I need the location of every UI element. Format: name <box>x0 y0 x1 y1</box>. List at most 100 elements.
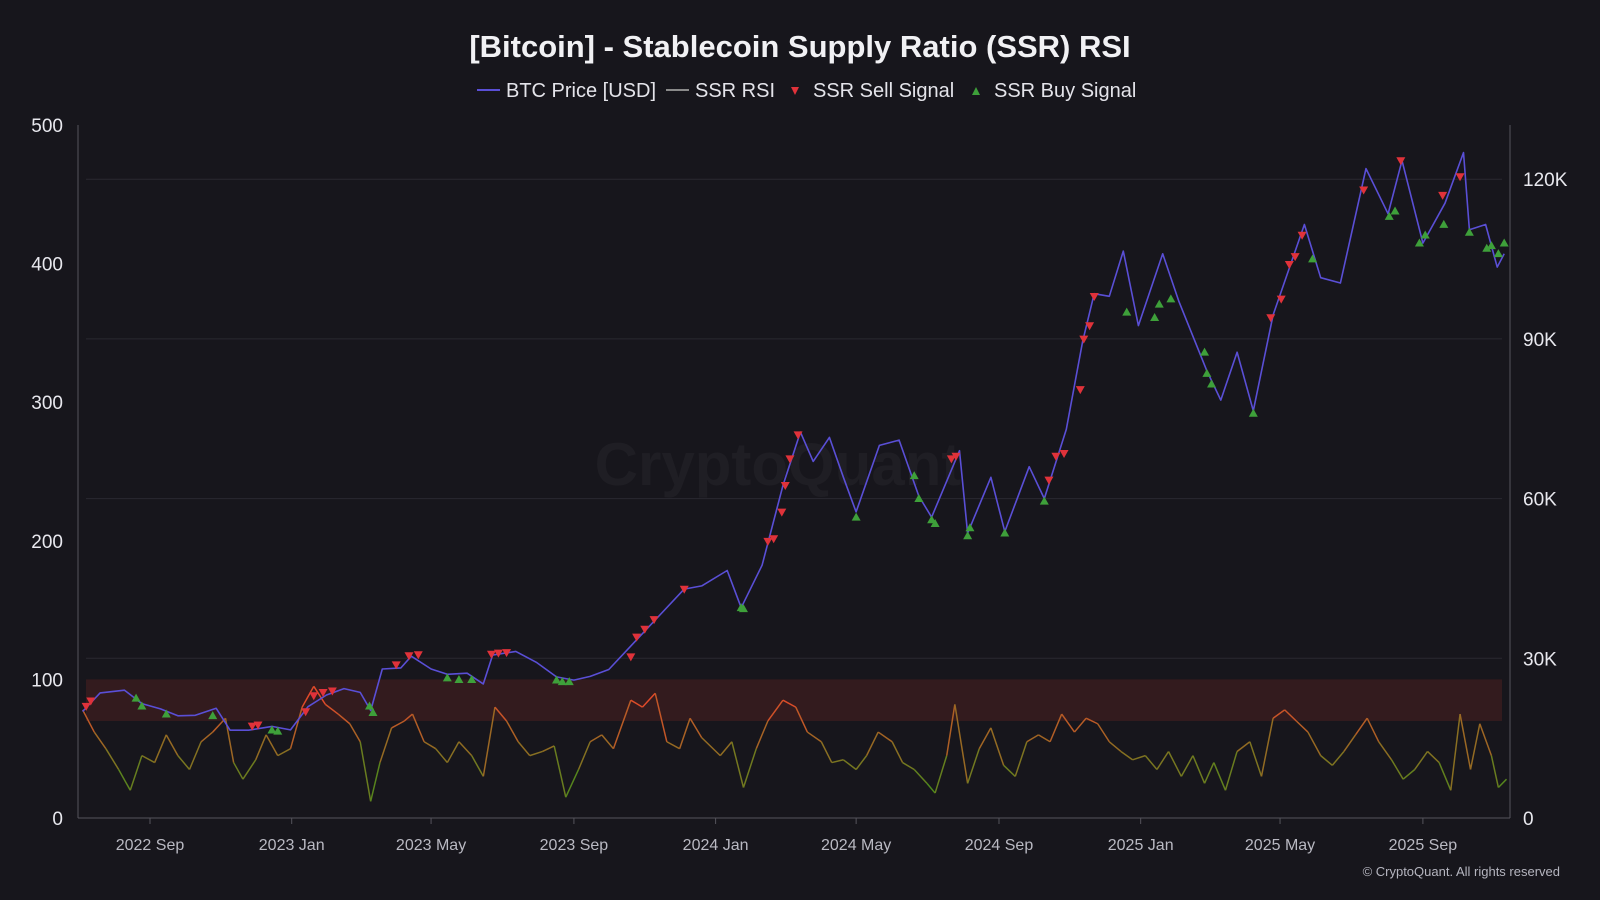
legend-item-btc-price[interactable]: BTC Price [USD] <box>477 80 656 102</box>
sell-signal-marker <box>247 722 257 731</box>
right-tick-label: 0 <box>1523 809 1534 830</box>
rsi-segment <box>966 748 980 784</box>
rsi-segment <box>630 699 643 708</box>
left-tick-label: 200 <box>31 532 63 553</box>
buy-signal-marker <box>368 707 378 716</box>
buy-signal-marker <box>1166 294 1176 303</box>
watermark: CryptoQuant <box>595 431 962 498</box>
buy-signal-marker <box>851 512 861 521</box>
rsi-segment <box>820 741 833 763</box>
x-tick-label: 2022 Sep <box>116 837 185 854</box>
buy-signal-marker <box>1486 241 1496 250</box>
buy-signal-marker <box>1493 249 1503 258</box>
rsi-segment <box>81 709 95 733</box>
buy-signal-marker <box>365 701 375 710</box>
rsi-segment <box>482 706 496 777</box>
buy-signal-marker <box>1420 230 1430 239</box>
rsi-segment <box>313 685 327 705</box>
sell-signal-series <box>81 157 1465 731</box>
rsi-segment <box>349 723 361 743</box>
x-tick-label: 2025 May <box>1245 837 1315 854</box>
rsi-segment <box>891 741 904 763</box>
rsi-segment <box>1085 717 1099 725</box>
legend-label-buy-signal: SSR Buy Signal <box>994 80 1136 102</box>
buy-signal-marker <box>1439 219 1449 228</box>
sell-signal-marker <box>1455 173 1465 182</box>
left-tick-label: 300 <box>31 393 63 414</box>
rsi-segment <box>1414 751 1429 770</box>
sell-signal-marker <box>309 692 319 701</box>
sell-signal-marker <box>81 702 91 711</box>
rsi-segment <box>954 704 969 784</box>
rsi-segment <box>782 699 797 708</box>
x-tick-label: 2023 Jan <box>259 837 325 854</box>
rsi-segment <box>678 717 691 749</box>
buy-signal-marker <box>1150 312 1160 321</box>
sell-signal-marker <box>404 652 414 661</box>
rsi-segment <box>255 734 267 761</box>
rsi-segment <box>277 748 291 757</box>
x-tick-label: 2024 Jan <box>683 837 749 854</box>
axes <box>77 125 1511 819</box>
triangle-up-icon <box>972 87 980 95</box>
buy-signal-series <box>131 206 1509 735</box>
buy-signal-marker <box>467 674 477 683</box>
buy-signal-marker <box>1414 238 1424 247</box>
rsi-segment <box>978 727 992 750</box>
rsi-segment <box>1014 741 1028 777</box>
rsi-segment <box>289 706 303 749</box>
legend: BTC Price [USD] SSR RSI SSR Sell Signal … <box>477 80 1136 102</box>
buy-signal-marker <box>1202 368 1212 377</box>
btc-price-series <box>82 151 1505 731</box>
rsi-segment <box>1049 713 1063 743</box>
buy-signal-marker <box>454 674 464 683</box>
rsi-segment <box>93 731 107 750</box>
sell-signal-marker <box>391 661 401 670</box>
sell-signal-marker <box>780 481 790 490</box>
rsi-segment <box>232 762 244 780</box>
left-tick-label: 100 <box>31 670 63 691</box>
rsi-segment <box>153 734 167 763</box>
rsi-segment <box>446 741 460 763</box>
grid-lines <box>86 178 1502 659</box>
buy-signal-marker <box>273 726 283 735</box>
rsi-segment <box>105 748 120 770</box>
legend-item-sell-signal[interactable]: SSR Sell Signal <box>791 80 954 102</box>
sell-signal-marker <box>1044 476 1054 485</box>
x-tick-label: 2025 Sep <box>1389 837 1458 854</box>
rsi-segment <box>755 720 769 749</box>
right-tick-label: 120K <box>1523 170 1568 191</box>
rsi-segment <box>494 706 508 722</box>
rsi-segment <box>1450 713 1461 791</box>
sell-signal-marker <box>649 616 659 625</box>
rsi-segment <box>423 741 437 750</box>
legend-item-ssr-rsi[interactable]: SSR RSI <box>666 80 775 102</box>
sell-signal-marker <box>1297 231 1307 240</box>
rsi-segment <box>1320 755 1333 766</box>
rsi-segment <box>411 713 425 743</box>
rsi-segment <box>1307 731 1322 756</box>
rsi-segment <box>1073 717 1087 733</box>
chart-title: [Bitcoin] - Stablecoin Supply Ratio (SSR… <box>469 29 1130 64</box>
sell-signal-marker <box>486 650 496 659</box>
rsi-segment <box>601 734 614 750</box>
rsi-segment <box>1284 709 1297 722</box>
buy-signal-marker <box>1000 528 1010 537</box>
rsi-segment <box>529 750 543 757</box>
sell-signal-marker <box>493 649 503 658</box>
sell-signal-marker <box>763 537 773 546</box>
legend-label-ssr-rsi: SSR RSI <box>695 80 775 102</box>
rsi-segment <box>1272 709 1286 719</box>
buy-signal-marker <box>1390 206 1400 215</box>
rsi-segment <box>117 769 131 791</box>
sell-signal-marker <box>632 633 642 642</box>
rsi-segment <box>731 741 745 788</box>
rsi-segment <box>1295 720 1309 733</box>
rsi-segment <box>1236 741 1251 753</box>
legend-item-buy-signal[interactable]: SSR Buy Signal <box>972 80 1136 102</box>
rsi-segment <box>945 704 956 756</box>
sell-signal-marker <box>1059 450 1069 459</box>
sell-signal-marker <box>679 585 689 594</box>
x-tick-label: 2024 May <box>821 837 891 854</box>
